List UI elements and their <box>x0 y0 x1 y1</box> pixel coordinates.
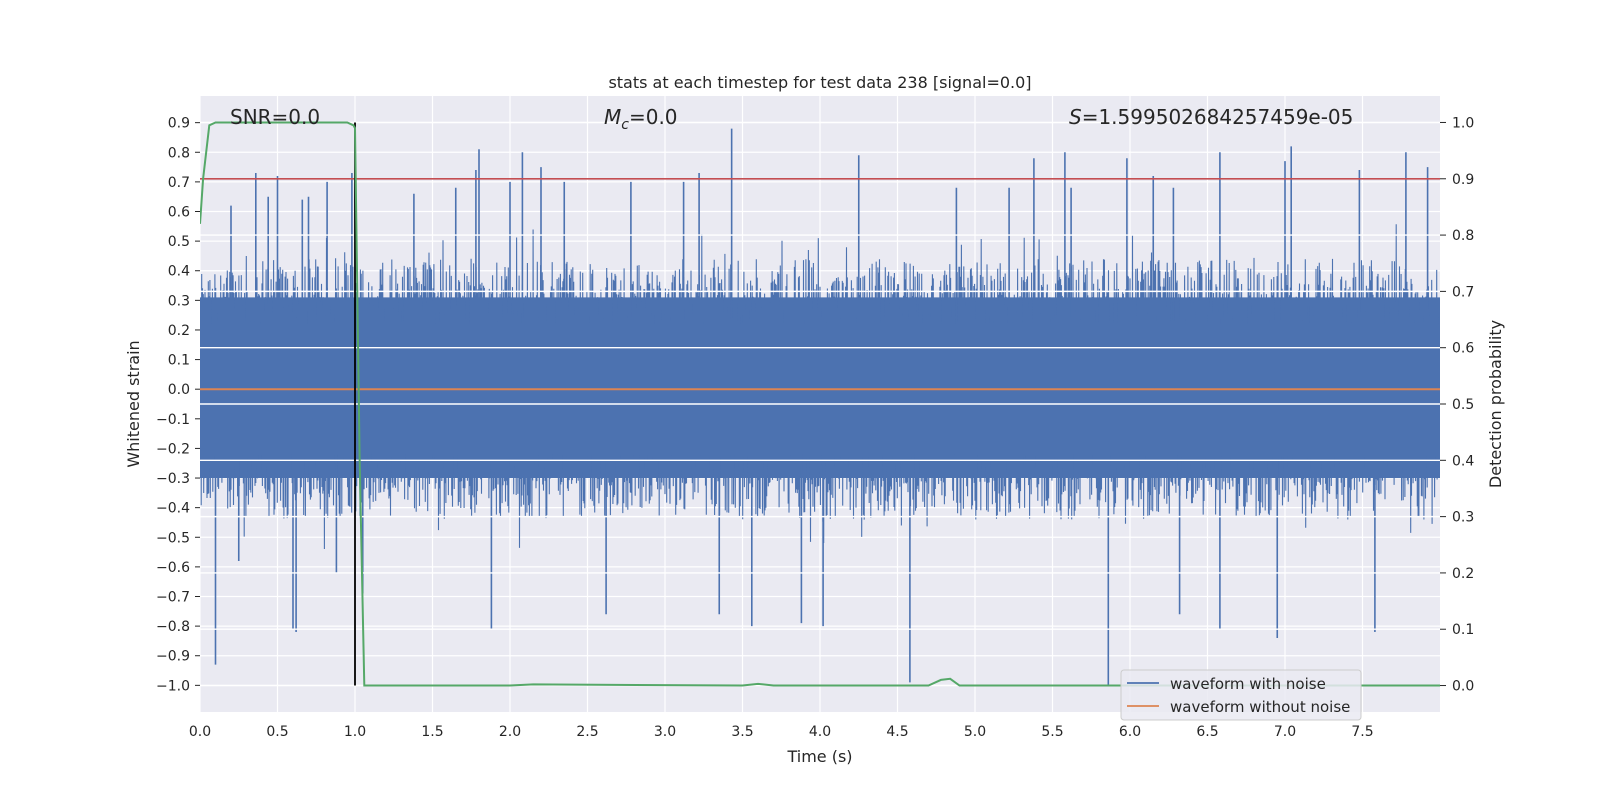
x-axis-label: Time (s) <box>786 747 852 766</box>
y-tick-label-5: −0.5 <box>156 530 190 546</box>
y-tick-label-2: −0.8 <box>156 619 190 635</box>
y-tick-label-16: 0.6 <box>168 205 190 221</box>
y-tick-label-19: 0.9 <box>168 116 190 132</box>
x-tick-label-6: 3.0 <box>654 724 676 740</box>
s-symbol: S <box>1069 105 1082 129</box>
legend-box <box>1120 669 1362 721</box>
y2-tick-label-0: 0.0 <box>1452 679 1474 695</box>
series-lines <box>200 121 1440 687</box>
y-tick-label-13: 0.3 <box>168 293 190 309</box>
mc-symbol: M <box>604 105 621 129</box>
mc-subscript: c <box>621 117 629 133</box>
y2-axis-ticks: 0.0 0.1 0.2 0.3 0.4 0.5 0.6 0.7 0.8 0.9 1.0 <box>1440 115 1474 695</box>
y-tick-label-4: −0.6 <box>156 560 190 576</box>
x-axis-ticks: 0.0 0.5 1.0 1.5 2.0 2.5 3.0 3.5 4.0 4.5 5.0 5.5 6.0 6… <box>189 724 1374 740</box>
y2-tick-label-10: 1.0 <box>1452 115 1474 131</box>
x-tick-label-10: 5.0 <box>964 724 986 740</box>
mc-value: =0.0 <box>629 105 678 129</box>
s-value: =1.599502684257459e-05 <box>1082 105 1354 129</box>
annotation-snr: SNR=0.0 <box>230 105 320 129</box>
y-tick-label-6: −0.4 <box>156 501 190 517</box>
x-tick-label-0: 0.0 <box>189 724 211 740</box>
y-tick-label-11: 0.1 <box>168 353 190 369</box>
y2-axis-label: Detection probability <box>1486 320 1505 488</box>
y-tick-label-1: −0.9 <box>156 649 190 665</box>
x-tick-label-4: 2.0 <box>499 724 521 740</box>
y-tick-label-17: 0.7 <box>168 175 190 191</box>
noise-trace <box>200 224 1440 550</box>
chart-title: stats at each timestep for test data 238… <box>608 73 1031 92</box>
annotation-mc: Mc=0.0 <box>604 105 678 133</box>
detection-probability-line <box>200 121 1440 687</box>
y-tick-label-8: −0.2 <box>156 441 190 457</box>
x-tick-label-1: 0.5 <box>266 724 288 740</box>
y2-tick-label-2: 0.2 <box>1452 566 1474 582</box>
y-tick-label-10: 0.0 <box>168 382 190 398</box>
y-tick-label-7: −0.3 <box>156 471 190 487</box>
y-tick-label-14: 0.4 <box>168 264 190 280</box>
series-waveform-with-noise <box>200 128 1440 686</box>
x-tick-label-2: 1.0 <box>344 724 366 740</box>
y-axis-ticks: −1.0 −0.9 −0.8 −0.7 −0.6 −0.5 −0.4 −0.3 −0.2 −0.1… <box>156 116 200 694</box>
annotation-s: S=1.599502684257459e-05 <box>1069 105 1353 129</box>
x-tick-label-14: 7.0 <box>1274 724 1296 740</box>
x-tick-label-3: 1.5 <box>421 724 443 740</box>
x-tick-label-9: 4.5 <box>886 724 908 740</box>
y-tick-label-0: −1.0 <box>156 678 190 694</box>
y2-tick-label-7: 0.7 <box>1452 284 1474 300</box>
x-tick-label-13: 6.5 <box>1196 724 1218 740</box>
y2-tick-label-5: 0.5 <box>1452 397 1474 413</box>
y-tick-label-18: 0.8 <box>168 145 190 161</box>
y2-tick-label-3: 0.3 <box>1452 510 1474 526</box>
x-tick-label-11: 5.5 <box>1041 724 1063 740</box>
legend-label-clean: waveform without noise <box>1170 698 1350 716</box>
y2-tick-label-1: 0.1 <box>1452 622 1474 638</box>
x-tick-label-15: 7.5 <box>1351 724 1373 740</box>
x-tick-label-5: 2.5 <box>576 724 598 740</box>
y-tick-label-9: −0.1 <box>156 412 190 428</box>
plot-area <box>200 121 1440 687</box>
x-tick-label-7: 3.5 <box>731 724 753 740</box>
y2-tick-label-4: 0.4 <box>1452 453 1474 469</box>
legend: waveform with noise waveform without noi… <box>1120 669 1362 721</box>
y-axis-label: Whitened strain <box>124 340 143 467</box>
legend-label-noise: waveform with noise <box>1170 675 1326 693</box>
y2-tick-label-6: 0.6 <box>1452 341 1474 357</box>
x-tick-label-12: 6.0 <box>1119 724 1141 740</box>
y-tick-label-15: 0.5 <box>168 234 190 250</box>
y-tick-label-3: −0.7 <box>156 590 190 606</box>
x-tick-label-8: 4.0 <box>809 724 831 740</box>
y2-tick-label-8: 0.8 <box>1452 228 1474 244</box>
y-tick-label-12: 0.2 <box>168 323 190 339</box>
y2-tick-label-9: 0.9 <box>1452 172 1474 188</box>
